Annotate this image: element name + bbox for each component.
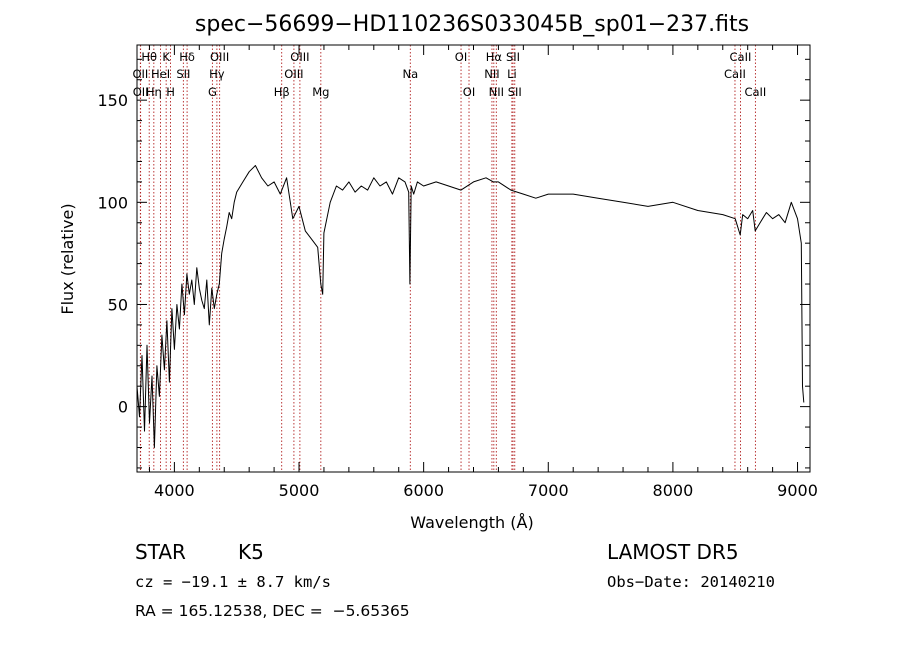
x-tick-label-4000: 4000	[154, 481, 195, 500]
line-label-27: CaII	[744, 85, 766, 99]
x-tick-label-8000: 8000	[653, 481, 694, 500]
line-label-1: K	[162, 50, 170, 64]
object-subclass: K5	[238, 540, 264, 564]
line-label-3: OIII	[210, 50, 229, 64]
x-tick-label-5000: 5000	[279, 481, 320, 500]
line-label-26: SII	[508, 85, 522, 99]
line-label-15: NII	[484, 67, 499, 81]
line-label-5: OI	[455, 50, 467, 64]
x-axis: 4000 5000 6000 7000 8000 9000	[148, 45, 818, 500]
y-axis: 0 50 100 150	[97, 58, 810, 469]
survey-name: LAMOST DR5	[607, 540, 739, 564]
coordinates: RA = 165.12538, DEC = −5.65365	[135, 602, 410, 620]
line-label-13: OIII	[284, 67, 303, 81]
y-tick-label-150: 150	[97, 91, 128, 110]
line-label-22: Hβ	[274, 85, 290, 99]
line-label-4: OIII	[290, 50, 309, 64]
y-axis-label: Flux (relative)	[58, 203, 77, 314]
line-label-16: Li	[507, 67, 517, 81]
line-label-14: Na	[402, 67, 418, 81]
redshift-velocity: cz = −19.1 ± 8.7 km/s	[135, 573, 331, 591]
y-tick-label-100: 100	[97, 193, 128, 212]
line-label-2: Hδ	[179, 50, 195, 64]
line-label-19: Hη	[146, 85, 162, 99]
observation-date: Obs−Date: 20140210	[607, 573, 775, 591]
line-label-8: CaII	[730, 50, 752, 64]
x-axis-label: Wavelength (Å)	[410, 513, 533, 532]
line-label-9: OII	[132, 67, 148, 81]
spectrum-series	[136, 165, 805, 448]
line-label-11: SII	[176, 67, 190, 81]
spectral-line-markers	[139, 45, 756, 472]
y-tick-label-0: 0	[118, 398, 128, 417]
x-tick-label-7000: 7000	[528, 481, 569, 500]
plot-frame	[136, 44, 811, 473]
line-label-7: SII	[506, 50, 520, 64]
line-label-12: Hγ	[209, 67, 225, 81]
line-label-10: HeI	[151, 67, 170, 81]
object-class: STAR	[135, 540, 186, 564]
chart-title: spec−56699−HD110236S033045B_sp01−237.fit…	[195, 12, 749, 37]
line-label-25: NII	[489, 85, 504, 99]
line-label-17: CaII	[724, 67, 746, 81]
line-label-21: G	[208, 85, 217, 99]
x-tick-label-6000: 6000	[403, 481, 444, 500]
x-tick-label-9000: 9000	[777, 481, 818, 500]
spectrum-line-0	[136, 165, 805, 448]
line-label-20: H	[166, 85, 175, 99]
line-label-6: Hα	[486, 50, 503, 64]
line-label-24: OI	[463, 85, 475, 99]
line-label-23: Mg	[312, 85, 329, 99]
line-label-0: Hθ	[141, 50, 157, 64]
y-tick-label-50: 50	[108, 295, 128, 314]
